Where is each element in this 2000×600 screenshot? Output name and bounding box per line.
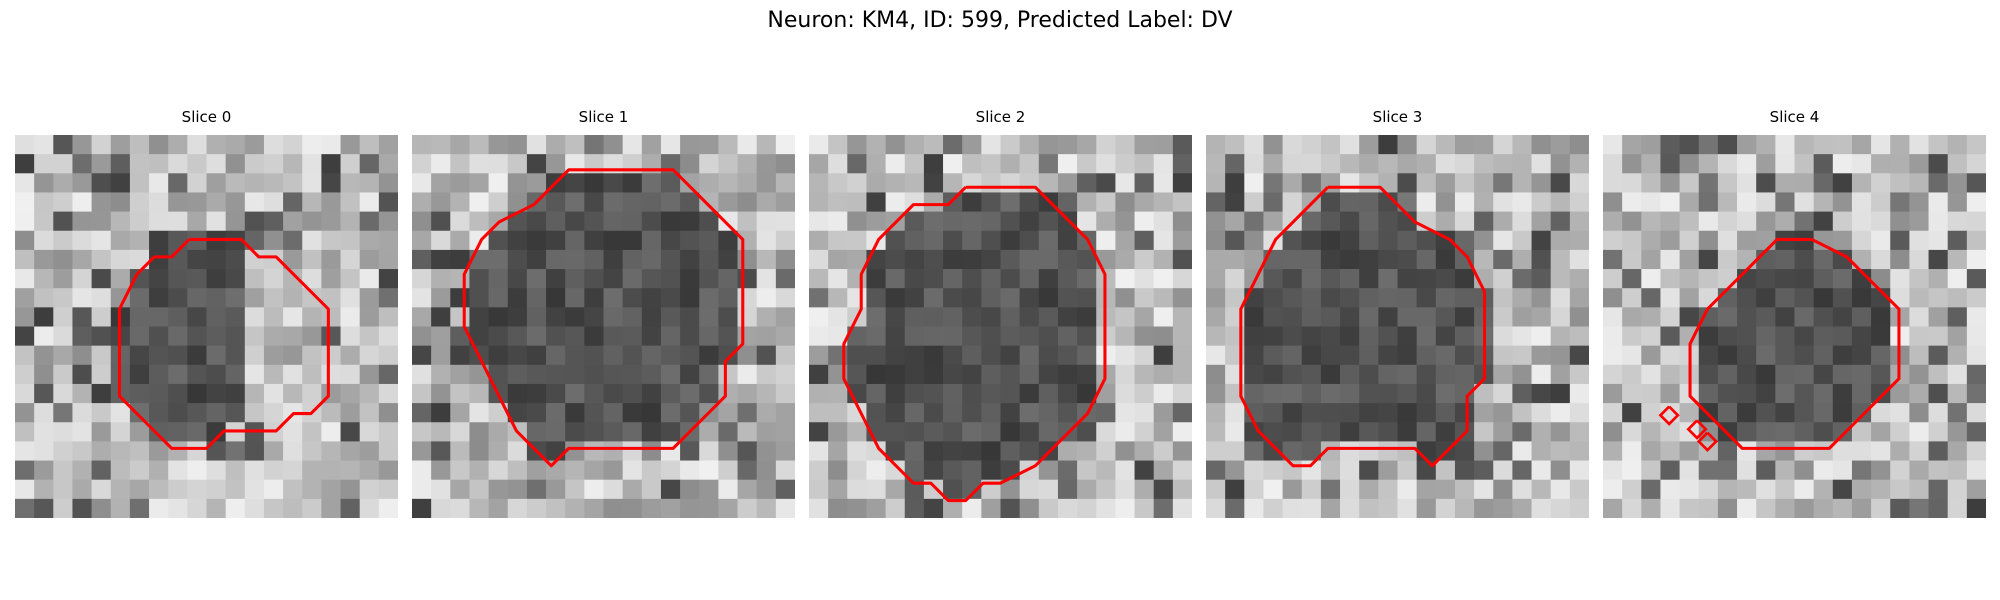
slice-pixel-grid <box>412 135 795 518</box>
slice-title-0: Slice 0 <box>181 108 232 126</box>
cell-contour <box>462 168 745 468</box>
slice-pixel-grid <box>1603 135 1986 518</box>
slice-title-2: Slice 2 <box>975 108 1026 126</box>
slice-pixel-grid <box>1206 135 1589 518</box>
slice-title-3: Slice 3 <box>1372 108 1423 126</box>
slice-image-4 <box>1603 135 1986 518</box>
slice-title-1: Slice 1 <box>578 108 629 126</box>
slice-title-4: Slice 4 <box>1769 108 1820 126</box>
cell-contour <box>842 185 1107 503</box>
slice-pixel-grid <box>15 135 398 518</box>
cell-contour <box>1688 237 1901 450</box>
slice-image-0 <box>15 135 398 518</box>
slice-image-2 <box>809 135 1192 518</box>
small-contour <box>1658 405 1680 426</box>
slice-pixel-grid <box>809 135 1192 518</box>
slice-image-3 <box>1206 135 1589 518</box>
cell-contour <box>117 237 330 450</box>
slice-image-1 <box>412 135 795 518</box>
small-contour <box>1686 419 1708 440</box>
small-contour <box>1696 431 1719 453</box>
cell-contour <box>1239 185 1487 468</box>
figure-title: Neuron: KM4, ID: 599, Predicted Label: D… <box>767 8 1233 33</box>
